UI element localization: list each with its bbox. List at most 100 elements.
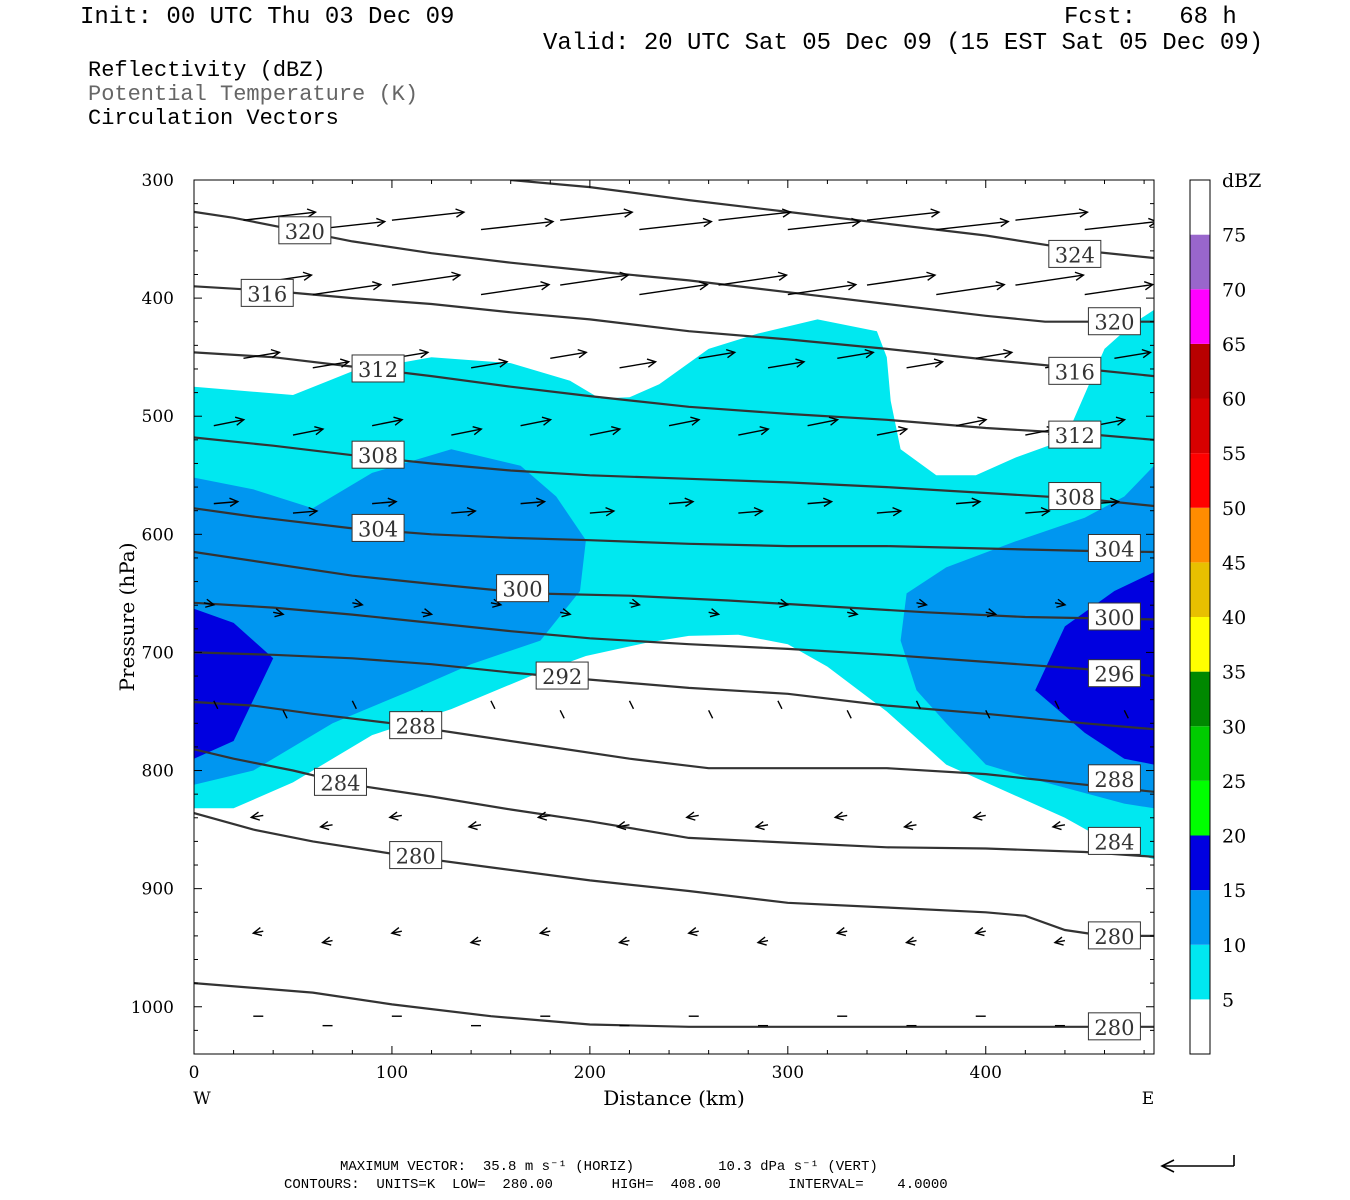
colorbar-segment	[1190, 726, 1210, 781]
x-east-label: E	[1142, 1089, 1154, 1109]
vector-arrow	[273, 611, 284, 615]
theta-contour-320	[194, 210, 1154, 323]
vector-arrow	[490, 700, 496, 710]
vector-arrow	[847, 611, 858, 615]
vector-arrowhead	[544, 217, 555, 228]
vector-arrow	[718, 211, 791, 221]
colorbar-label: 45	[1222, 552, 1246, 574]
vector-arrowhead	[917, 598, 928, 608]
vector-arrowhead	[835, 927, 847, 937]
vector-arrowhead	[972, 811, 983, 821]
contour-label-box	[351, 354, 405, 383]
vector-arrow	[322, 939, 333, 944]
vector-arrowhead	[234, 416, 246, 426]
vector-arrowhead	[308, 507, 319, 517]
vector-arrowhead	[630, 598, 641, 608]
colorbar-label: 20	[1222, 826, 1246, 848]
vector-arrow	[708, 709, 714, 719]
vector-arrow	[520, 500, 545, 505]
vector-arrowhead	[319, 820, 330, 831]
vector-arrowhead	[617, 936, 629, 946]
vector-arrow	[617, 824, 630, 828]
contour-label-box	[1087, 921, 1141, 950]
contour-label-box	[1087, 1012, 1141, 1041]
valid-time: Valid: 20 UTC Sat 05 Dec 09 (15 EST Sat …	[543, 30, 1264, 57]
vector-arrowhead	[451, 271, 462, 281]
theta-contours	[194, 180, 1154, 1028]
colorbar-segment	[1190, 234, 1210, 290]
contour-label-box	[278, 216, 332, 245]
colorbar-segment	[1190, 835, 1210, 891]
x-tick-label: 200	[574, 1063, 606, 1083]
contour-label-box	[1048, 420, 1102, 449]
vector-arrow	[451, 428, 482, 436]
theta-contour-300	[194, 550, 1154, 621]
vector-arrowhead	[999, 217, 1010, 228]
vector-arrow	[846, 709, 852, 719]
vector-arrowhead	[725, 348, 737, 359]
vector-arrow	[629, 602, 640, 606]
vector-arrowhead	[930, 208, 941, 218]
theta-contour-296	[194, 601, 1154, 678]
colorbar-label: 65	[1222, 334, 1246, 356]
vector-arrowhead	[933, 358, 945, 368]
contour-label-304: 304	[1094, 537, 1134, 561]
vector-arrowhead	[472, 426, 483, 436]
vector-arrow	[213, 700, 219, 710]
contour-label-308: 308	[1055, 486, 1095, 510]
contour-label-box	[496, 574, 550, 603]
vector-arrow	[639, 220, 712, 231]
vector-arrowhead	[1143, 281, 1154, 291]
contour-label-292: 292	[542, 665, 582, 689]
vector-arrow	[906, 361, 943, 369]
vector-arrow	[738, 428, 769, 436]
vector-arrowhead	[690, 416, 701, 426]
vector-arrow	[1052, 824, 1066, 828]
vector-arrow	[686, 814, 699, 819]
vector-arrow	[243, 351, 280, 360]
colorbar-label: 35	[1222, 662, 1246, 684]
vector-arrow	[688, 930, 699, 934]
vector-arrow	[372, 418, 403, 427]
vector-arrow	[1114, 351, 1151, 360]
colorbar-label: 5	[1222, 989, 1234, 1011]
vector-arrowhead	[986, 608, 998, 618]
colorbar-segment	[1190, 180, 1210, 235]
contour-label-box	[1087, 307, 1141, 336]
vector-arrowhead	[833, 811, 844, 821]
colorbar-segment	[1190, 507, 1210, 563]
y-tick-label: 1000	[131, 998, 174, 1018]
field-potential-temperature: Potential Temperature (K)	[88, 82, 419, 107]
theta-contour-280	[194, 982, 1154, 1028]
vector-arrow	[538, 814, 551, 819]
theta-contour-284	[194, 748, 1154, 858]
colorbar-label: 40	[1222, 607, 1246, 629]
contour-label-box	[389, 711, 443, 740]
vector-arrow	[589, 428, 621, 436]
vector-arrowhead	[536, 811, 548, 821]
y-tick-label: 800	[142, 762, 174, 782]
vector-arrowhead	[823, 497, 834, 507]
vector-arrowhead	[995, 281, 1006, 291]
vector-arrow	[559, 709, 565, 719]
vector-arrow	[282, 709, 288, 719]
vector-arrow	[915, 700, 922, 710]
vector-arrowhead	[1148, 217, 1154, 228]
vector-arrow	[391, 211, 465, 221]
vector-arrowhead	[388, 811, 399, 821]
vector-arrow	[292, 510, 318, 514]
vector-arrowhead	[321, 936, 332, 946]
vector-arrow	[985, 709, 991, 719]
x-axis-title: Distance (km)	[603, 1086, 745, 1110]
vector-arrow	[253, 930, 264, 934]
vector-arrowhead	[339, 358, 351, 368]
vector-arrowhead	[1051, 820, 1062, 831]
vector-arrow	[243, 211, 316, 221]
vector-arrow	[480, 283, 550, 296]
reflectivity-region-15-3	[194, 608, 274, 759]
vector-arrowhead	[469, 936, 480, 946]
vector-arrow	[550, 351, 587, 360]
vector-arrow	[540, 930, 551, 934]
vector-arrowhead	[376, 217, 387, 228]
contour-label-280: 280	[1094, 1016, 1134, 1040]
